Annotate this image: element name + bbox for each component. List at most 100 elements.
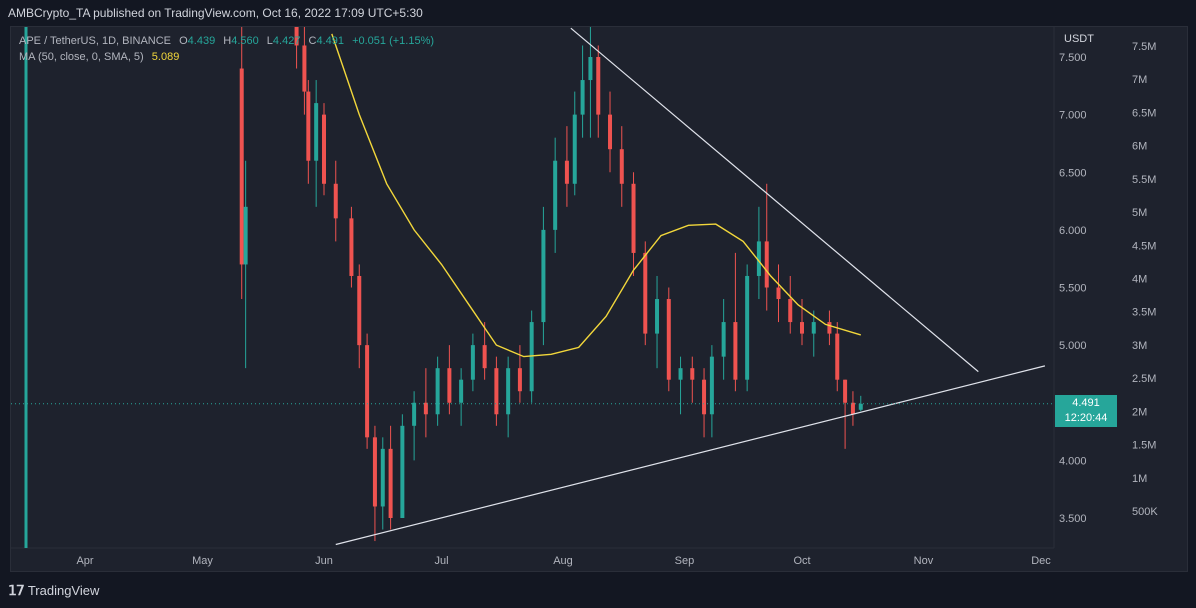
price-tick-label: 6.500 — [1059, 167, 1087, 179]
volume-tick-label: 1M — [1132, 473, 1147, 485]
candle-body — [666, 299, 671, 380]
candle-body — [243, 206, 248, 265]
candle-body — [564, 160, 569, 184]
open-value: 4.439 — [187, 35, 216, 47]
symbol-label[interactable]: APE / TetherUS, 1D, BINANCE — [19, 35, 172, 47]
candle-body — [294, 27, 299, 46]
time-tick-label: Dec — [1031, 555, 1051, 567]
price-tick-label: 3.500 — [1059, 513, 1087, 525]
last-price-value: 4.491 — [1072, 397, 1100, 409]
price-chart[interactable]: 7.500 7.000 6.500 6.000 5.500 5.000 4.000 3.500… — [11, 27, 1188, 572]
candle-body — [400, 425, 405, 518]
volume-tick-label: 3M — [1132, 340, 1147, 352]
candle-body — [506, 368, 511, 415]
price-tick-label: 7.500 — [1059, 52, 1087, 64]
ma-value: 5.089 — [151, 51, 180, 63]
volume-tick-label: 4M — [1132, 274, 1147, 286]
candle-body — [733, 322, 738, 380]
volume-tick-label: 3.5M — [1132, 307, 1156, 319]
candle-body — [423, 402, 428, 415]
volume-tick-label: 6M — [1132, 141, 1147, 153]
time-tick-label: Jun — [315, 555, 333, 567]
candle-body — [588, 57, 593, 81]
footer: ⁠𝟣𝟩 TradingView — [8, 582, 99, 599]
support-trendline — [335, 365, 1046, 546]
footer-brand[interactable]: TradingView — [27, 583, 100, 598]
candle-body — [494, 368, 499, 415]
candle-body — [388, 448, 393, 518]
candle-body — [412, 402, 417, 426]
candle-body — [447, 368, 452, 403]
candle-body — [827, 322, 832, 334]
candle-body — [655, 299, 660, 334]
time-tick-label: May — [192, 555, 213, 567]
price-tick-label: 5.000 — [1059, 340, 1087, 352]
candle-body — [788, 299, 793, 323]
candle-body — [608, 114, 613, 150]
volume-tick-label: 2M — [1132, 406, 1147, 418]
time-tick-label: Sep — [675, 555, 695, 567]
legend-ma-row: MA (50, close, 0, SMA, 5) 5.089 — [19, 49, 434, 65]
publisher-line: AMBCrypto_TA published on TradingView.co… — [8, 6, 423, 20]
candle-body — [470, 345, 475, 380]
candle-body — [596, 57, 601, 115]
bar-countdown: 12:20:44 — [1064, 412, 1108, 424]
volume-tick-label: 1.5M — [1132, 440, 1156, 452]
volume-tick-label: 4.5M — [1132, 240, 1156, 252]
candle-body — [306, 91, 311, 161]
chart-pane[interactable]: 7.500 7.000 6.500 6.000 5.500 5.000 4.000 3.500… — [10, 26, 1188, 572]
candle-body — [380, 448, 385, 507]
tv-logo-icon[interactable]: ⁠𝟣𝟩 — [8, 582, 25, 598]
low-label: L — [266, 35, 273, 47]
candle-body — [482, 345, 487, 369]
candle-body — [541, 229, 546, 323]
volume-axis: 7.5M 7M 6.5M 6M 5.5M 5M 4.5M 4M 3.5M 3M 2.5M 2M 1.5M… — [1132, 41, 1158, 518]
ma-label[interactable]: MA (50, close, 0, SMA, 5) — [19, 51, 144, 63]
candle-body — [843, 379, 848, 403]
candle-body — [239, 68, 244, 265]
currency-label[interactable]: USDT — [1064, 33, 1094, 45]
candle-body — [517, 368, 522, 392]
price-tick-label: 5.500 — [1059, 283, 1087, 295]
candle-body — [572, 114, 577, 184]
close-value: 4.491 — [316, 35, 344, 47]
candle-body — [764, 241, 769, 288]
candle-body — [333, 183, 338, 219]
volume-tick-label: 7M — [1132, 74, 1147, 86]
open-label: O — [179, 35, 188, 47]
candle-body — [365, 345, 370, 438]
time-tick-label: Oct — [793, 555, 810, 567]
time-axis: Apr May Jun Jul Aug Sep Oct Nov Dec — [76, 555, 1051, 567]
candle-body — [776, 287, 781, 300]
candle-body — [811, 322, 816, 334]
candle-body — [643, 252, 648, 334]
time-tick-label: Apr — [76, 555, 93, 567]
candle-body — [322, 114, 326, 184]
candle-body — [702, 379, 707, 415]
change-value: +0.051 (+1.15%) — [352, 35, 435, 47]
candle-body — [709, 356, 714, 415]
candle-body — [756, 241, 761, 276]
volume-tick-label: 500K — [1132, 506, 1158, 518]
candle-body — [690, 368, 695, 380]
candle-body — [372, 437, 377, 507]
time-tick-label: Jul — [435, 555, 449, 567]
candle-body — [619, 149, 624, 184]
legend-symbol-row: APE / TetherUS, 1D, BINANCE O4.439 H4.56… — [19, 33, 434, 49]
price-tick-label: 6.000 — [1059, 225, 1087, 237]
candle-body — [745, 275, 750, 380]
candle-body — [631, 183, 636, 253]
ma-line — [331, 33, 861, 358]
candle-body — [553, 160, 558, 230]
volume-tick-label: 6.5M — [1132, 107, 1156, 119]
volume-tick-label: 7.5M — [1132, 41, 1156, 53]
candle-body — [314, 103, 319, 161]
candle-body — [721, 322, 726, 357]
volume-tick-label: 5.5M — [1132, 174, 1156, 186]
trendlines-layer — [335, 27, 1046, 546]
resistance-trendline — [570, 27, 979, 373]
candle-body — [580, 80, 585, 115]
high-label: H — [223, 35, 232, 47]
close-label: C — [308, 35, 317, 47]
candle-body — [459, 379, 464, 403]
